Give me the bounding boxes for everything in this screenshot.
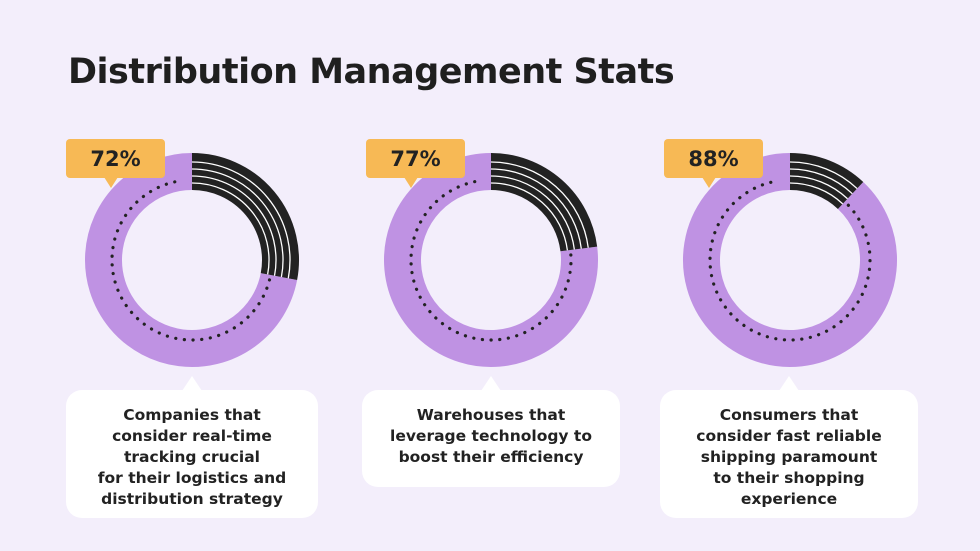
slice-stripe <box>789 161 858 190</box>
donut-slice-primary <box>384 153 598 367</box>
caption-line: boost their efficiency <box>398 448 584 466</box>
caption-line: tracking crucial <box>124 448 260 466</box>
percent-badge: 88% <box>664 139 763 188</box>
slice-stripe <box>490 168 582 249</box>
donut-slice-secondary <box>789 153 864 210</box>
slice-stripe <box>490 161 589 248</box>
dotted-ring <box>409 179 573 342</box>
caption-card: Companies that consider real-time tracking… <box>66 376 318 518</box>
caption-line: for their logistics and <box>97 469 287 487</box>
caption-line: Consumers that <box>719 406 859 424</box>
slice-stripe <box>490 182 569 251</box>
slice-stripe <box>191 161 291 279</box>
percent-badge: 72% <box>66 139 165 188</box>
percent-badge: 77% <box>366 139 465 188</box>
slice-stripe <box>490 175 575 250</box>
caption-line: to their shopping <box>713 469 865 487</box>
donut-slice-secondary <box>191 153 299 281</box>
caption-line: shipping paramount <box>700 448 878 466</box>
caption-line: Warehouses that <box>416 406 566 424</box>
caption-line: experience <box>740 490 838 508</box>
slice-stripe <box>789 168 853 195</box>
caption-card: Warehouses that leverage technology to boo… <box>362 376 620 487</box>
slice-stripe <box>191 175 277 276</box>
slice-stripe <box>191 182 270 275</box>
donut-slice-primary <box>85 153 298 367</box>
donut-chart <box>683 153 897 367</box>
donut-slice-primary <box>683 153 897 367</box>
slice-stripe <box>191 168 284 278</box>
caption-line: leverage technology to <box>390 427 592 445</box>
donut-chart <box>384 153 598 367</box>
caption-line: consider fast reliable <box>696 427 882 445</box>
page-title: Distribution Management Stats <box>68 52 675 92</box>
caption-line: distribution strategy <box>101 490 283 508</box>
donut-slice-secondary <box>490 153 598 252</box>
slice-stripe <box>789 182 844 205</box>
donut-chart <box>85 153 299 367</box>
dotted-ring <box>708 179 872 342</box>
caption-line: Companies that <box>123 406 261 424</box>
slice-stripe <box>789 175 848 200</box>
caption-line: consider real-time <box>112 427 272 445</box>
dotted-ring <box>110 179 272 342</box>
caption-card: Consumers that consider fast reliable ship… <box>660 376 918 518</box>
